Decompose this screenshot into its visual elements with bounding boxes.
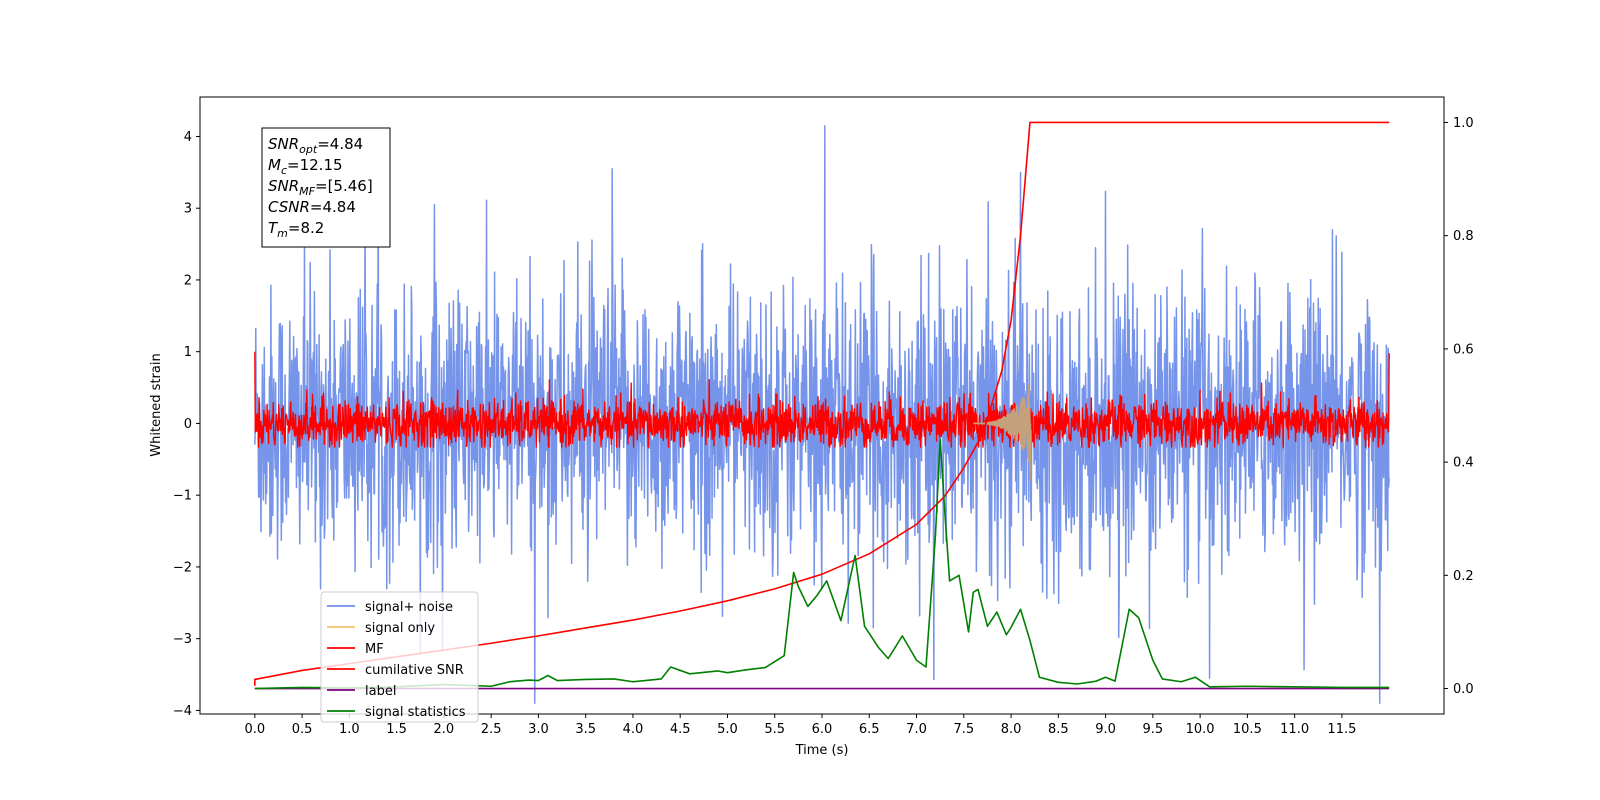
x-axis-label: Time (s)	[795, 743, 849, 758]
annotation-line: Mc=12.15	[268, 156, 343, 177]
y-tick-label: −1	[173, 489, 192, 504]
x-tick-label: 5.5	[764, 722, 785, 737]
y-tick-label: 0	[184, 417, 192, 432]
annotation-line: Tm=8.2	[268, 219, 324, 240]
x-tick-label: 4.5	[670, 722, 691, 737]
x-tick-label: 9.0	[1095, 722, 1116, 737]
series-signal-noise	[254, 124, 1390, 704]
x-tick-label: 11.5	[1327, 722, 1356, 737]
legend-item-label: label	[365, 684, 396, 699]
x-tick-label: 10.5	[1233, 722, 1262, 737]
series-mf	[254, 351, 1390, 448]
x-tick-label: 1.5	[386, 722, 407, 737]
series-signal-only	[972, 384, 1032, 482]
y-tick-label: 4	[184, 130, 192, 145]
x-tick-label: 11.0	[1280, 722, 1309, 737]
y2-tick-label: 0.4	[1453, 456, 1474, 471]
x-tick-label: 2.0	[434, 722, 455, 737]
stats-annotation-box: SNRopt=4.84Mc=12.15SNRMF=[5.46]CSNR=4.84…	[261, 127, 391, 248]
x-tick-label: 2.5	[481, 722, 502, 737]
series-signal-statistics	[254, 438, 1390, 690]
x-tick-label: 5.0	[717, 722, 738, 737]
legend-item-signal-only: signal only	[365, 621, 435, 636]
y-axis-label: Whitened strain	[149, 353, 164, 456]
y2-tick-label: 1.0	[1453, 116, 1474, 131]
x-tick-label: 7.5	[953, 722, 974, 737]
annotation-line: SNRopt=4.84	[268, 135, 363, 156]
y2-tick-label: 0.0	[1453, 682, 1474, 697]
legend: signal+ noise signal only MF cumilative SNR…	[320, 591, 479, 723]
x-tick-label: 6.0	[812, 722, 833, 737]
legend-item-cumilative-snr: cumilative SNR	[365, 663, 464, 678]
legend-frame	[320, 591, 479, 723]
y-tick-label: 1	[184, 345, 192, 360]
x-tick-label: 6.5	[859, 722, 880, 737]
y2-tick-label: 0.6	[1453, 342, 1474, 357]
annotation-frame	[261, 127, 391, 248]
x-tick-label: 8.5	[1048, 722, 1069, 737]
y2-tick-label: 0.8	[1453, 229, 1474, 244]
x-axis: 0.0 0.5 1.0 1.5 2.0 2.5 3.0 3.5 4.0 4.5 5.0 5.5 6.0 6…	[244, 714, 1356, 737]
legend-item-mf: MF	[365, 642, 384, 657]
annotation-line: SNRMF=[5.46]	[268, 177, 373, 198]
legend-item-signal-noise: signal+ noise	[365, 600, 453, 615]
x-tick-label: 3.5	[575, 722, 596, 737]
y2-tick-label: 0.2	[1453, 569, 1474, 584]
x-tick-label: 8.0	[1001, 722, 1022, 737]
x-tick-label: 4.0	[623, 722, 644, 737]
x-tick-label: 0.0	[244, 722, 265, 737]
y-tick-label: 3	[184, 202, 192, 217]
y-tick-label: −2	[173, 560, 192, 575]
y-axis-left: −4 −3 −2 −1 0 1 2 3 4	[173, 130, 200, 719]
y-tick-label: −3	[173, 632, 192, 647]
x-tick-label: 7.0	[906, 722, 927, 737]
y-tick-label: −4	[173, 704, 192, 719]
x-tick-label: 3.0	[528, 722, 549, 737]
annotation-line: CSNR=4.84	[268, 198, 356, 216]
x-tick-label: 0.5	[292, 722, 313, 737]
x-tick-label: 9.5	[1143, 722, 1164, 737]
x-tick-label: 1.0	[339, 722, 360, 737]
y-axis-right: 0.0 0.2 0.4 0.6 0.8 1.0	[1444, 116, 1474, 697]
legend-item-signal-statistics: signal statistics	[365, 705, 466, 720]
y-tick-label: 2	[184, 273, 192, 288]
x-tick-label: 10.0	[1186, 722, 1215, 737]
